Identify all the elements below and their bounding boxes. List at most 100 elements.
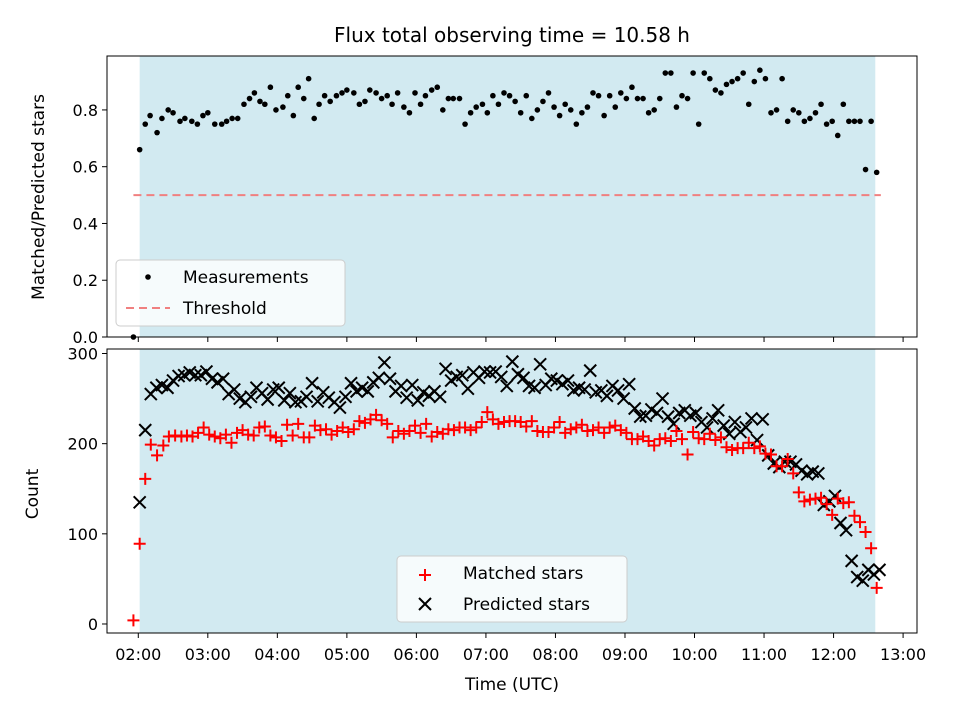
predicted-star-point (283, 386, 297, 400)
matched-star-point (414, 426, 427, 439)
predicted-star-point (199, 364, 214, 379)
measurement-point (159, 115, 165, 122)
predicted-star-point (833, 516, 848, 530)
predicted-star-point (577, 382, 592, 397)
measurement-point (223, 118, 230, 125)
predicted-star-point (288, 395, 303, 409)
bottom-y-axis-label: Count (23, 468, 43, 519)
measurement-point (807, 115, 813, 122)
matched-star-point (737, 442, 750, 455)
top-y-tick-label: 0.4 (73, 214, 98, 233)
measurement-point (501, 90, 507, 96)
predicted-star-point (516, 371, 531, 385)
predicted-star-point (338, 390, 353, 404)
measurement-point (740, 70, 746, 76)
measurement-point (401, 104, 407, 110)
measurement-point (445, 95, 452, 102)
matched-star-point (714, 431, 727, 444)
bottom-y-tick-label: 300 (67, 345, 98, 364)
predicted-star-point (839, 523, 853, 537)
predicted-star-point (227, 382, 241, 397)
top-chart-panel: 0.0 0.2 0.4 0.6 0.8 Flux total observing tim… (29, 23, 918, 347)
measurement-point (823, 121, 830, 127)
predicted-star-point (411, 393, 425, 408)
matched-star-point (870, 581, 883, 594)
measurement-point (456, 95, 463, 102)
measurement-point (251, 90, 258, 96)
matched-star-point (648, 439, 661, 452)
predicted-star-point (361, 384, 375, 399)
measurement-point (327, 98, 333, 105)
measurement-point (467, 109, 474, 116)
measurement-point (147, 112, 153, 119)
matched-star-point (859, 526, 872, 539)
matched-star-point (553, 416, 566, 429)
matched-star-point (753, 440, 766, 453)
measurements-series (130, 67, 880, 340)
measurement-point (562, 101, 568, 108)
measurement-point (590, 90, 596, 96)
matched-star-point (687, 425, 700, 438)
x-tick-label: 13:00 (880, 645, 926, 664)
measurement-point (834, 132, 841, 139)
measurement-point (573, 121, 580, 127)
matched-star-point (709, 434, 722, 447)
measurement-point (170, 109, 176, 116)
matched-star-point (564, 423, 577, 436)
predicted-star-point (666, 417, 681, 431)
measurement-point (606, 92, 613, 99)
measurement-point (751, 78, 758, 85)
measurement-point (479, 101, 486, 108)
measurement-point (205, 109, 211, 116)
predicted-star-point (483, 365, 497, 380)
matched-star-point (420, 417, 433, 430)
matched-star-point (264, 429, 277, 442)
measurement-point (857, 118, 863, 125)
predicted-star-point (272, 381, 286, 395)
measurement-point (333, 92, 340, 99)
predicted-star-point (433, 390, 447, 404)
measurement-point (623, 95, 630, 102)
measurement-point (723, 81, 730, 88)
predicted-star-point (689, 406, 703, 420)
matched-star-point (275, 434, 288, 447)
measurement-point (862, 166, 869, 173)
predicted-star-point (844, 554, 859, 568)
matched-star-point (431, 425, 444, 438)
predicted-star-point (399, 390, 414, 405)
measurement-point (495, 101, 502, 108)
measurement-point (344, 87, 350, 93)
measurement-point (462, 121, 468, 127)
measurement-point (534, 107, 541, 113)
predicted-star-point (739, 420, 753, 435)
measurement-point (440, 107, 446, 113)
legend-label-matched: Matched stars (463, 564, 583, 584)
predicted-star-point (394, 379, 408, 393)
measurement-point (295, 84, 302, 91)
measurement-point (362, 98, 368, 105)
predicted-star-point (171, 369, 186, 383)
matched-star-point (603, 421, 616, 434)
measurement-point (868, 118, 874, 125)
x-tick-label: 05:00 (324, 645, 370, 664)
x-tick-label: 09:00 (602, 645, 648, 664)
measurement-point (829, 118, 835, 125)
measurement-point (311, 115, 317, 122)
measurement-point (712, 87, 719, 93)
top-y-ticks: 0.0 0.2 0.4 0.6 0.8 (73, 101, 107, 347)
measurement-point (679, 92, 685, 99)
matched-star-point (127, 614, 140, 627)
measurement-point (428, 87, 435, 93)
predicted-star-point (611, 383, 625, 398)
predicted-star-point (138, 423, 152, 437)
matched-star-point (575, 418, 588, 431)
predicted-star-point (305, 376, 319, 390)
measurement-point (422, 92, 429, 99)
predicted-star-point (811, 466, 825, 481)
predicted-star-point (477, 364, 492, 379)
legend-label-threshold: Threshold (182, 299, 267, 319)
x-tick-label: 12:00 (811, 645, 857, 664)
matched-star-point (475, 416, 488, 429)
measurement-point (262, 101, 268, 108)
matched-star-point (592, 421, 605, 434)
